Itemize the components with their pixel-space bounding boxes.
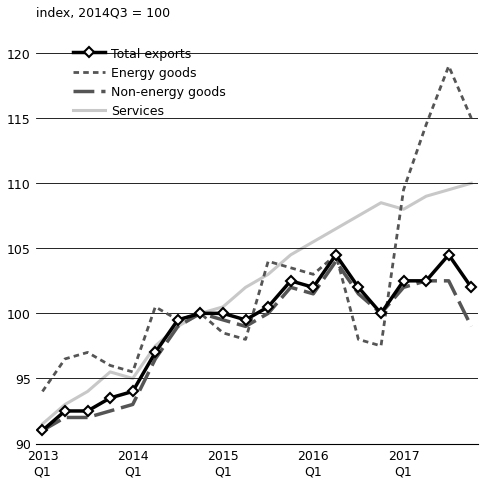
Total exports [265,304,271,310]
Services [445,187,451,193]
Non-energy goods [468,324,473,330]
Non-energy goods [287,285,293,291]
Energy goods [242,337,248,343]
Energy goods [175,318,181,323]
Line: Services: Services [43,184,470,424]
Services [85,389,91,394]
Services [310,240,316,245]
Total exports [400,278,406,284]
Energy goods [423,122,428,128]
Energy goods [197,311,203,317]
Energy goods [152,304,158,310]
Total exports [310,285,316,291]
Non-energy goods [197,311,203,317]
Total exports [152,350,158,356]
Line: Non-energy goods: Non-energy goods [43,262,470,431]
Services [333,227,338,232]
Services [265,272,271,278]
Non-energy goods [62,415,68,421]
Services [287,252,293,258]
Energy goods [400,187,406,193]
Total exports [62,408,68,414]
Non-energy goods [355,291,361,297]
Energy goods [265,259,271,265]
Non-energy goods [40,428,45,434]
Total exports [130,389,136,394]
Non-energy goods [423,278,428,284]
Non-energy goods [85,415,91,421]
Energy goods [107,363,113,368]
Text: index, 2014Q3 = 100: index, 2014Q3 = 100 [36,7,169,20]
Total exports [175,318,181,323]
Energy goods [287,265,293,271]
Total exports [85,408,91,414]
Total exports [468,285,473,291]
Services [152,343,158,349]
Non-energy goods [220,318,226,323]
Services [220,304,226,310]
Non-energy goods [310,291,316,297]
Total exports [355,285,361,291]
Services [130,376,136,381]
Services [423,194,428,200]
Services [40,421,45,427]
Services [197,311,203,317]
Line: Energy goods: Energy goods [43,67,470,392]
Non-energy goods [445,278,451,284]
Services [175,324,181,330]
Non-energy goods [175,324,181,330]
Services [400,207,406,213]
Total exports [220,311,226,317]
Non-energy goods [400,285,406,291]
Energy goods [62,356,68,362]
Energy goods [445,64,451,70]
Services [107,369,113,375]
Energy goods [468,116,473,122]
Energy goods [130,369,136,375]
Services [242,285,248,291]
Non-energy goods [378,311,383,317]
Energy goods [85,350,91,356]
Line: Total exports: Total exports [39,252,474,434]
Energy goods [310,272,316,278]
Total exports [378,311,383,317]
Services [62,402,68,408]
Energy goods [355,337,361,343]
Total exports [107,395,113,401]
Services [355,213,361,219]
Non-energy goods [152,356,158,362]
Energy goods [40,389,45,394]
Non-energy goods [130,402,136,408]
Total exports [445,252,451,258]
Total exports [287,278,293,284]
Total exports [242,318,248,323]
Total exports [197,311,203,317]
Services [468,181,473,187]
Total exports [40,428,45,434]
Non-energy goods [333,259,338,265]
Non-energy goods [107,408,113,414]
Non-energy goods [242,324,248,330]
Legend: Total exports, Energy goods, Non-energy goods, Services: Total exports, Energy goods, Non-energy … [68,43,230,123]
Services [378,200,383,206]
Total exports [333,252,338,258]
Energy goods [378,343,383,349]
Energy goods [333,252,338,258]
Energy goods [220,330,226,336]
Non-energy goods [265,311,271,317]
Total exports [423,278,428,284]
